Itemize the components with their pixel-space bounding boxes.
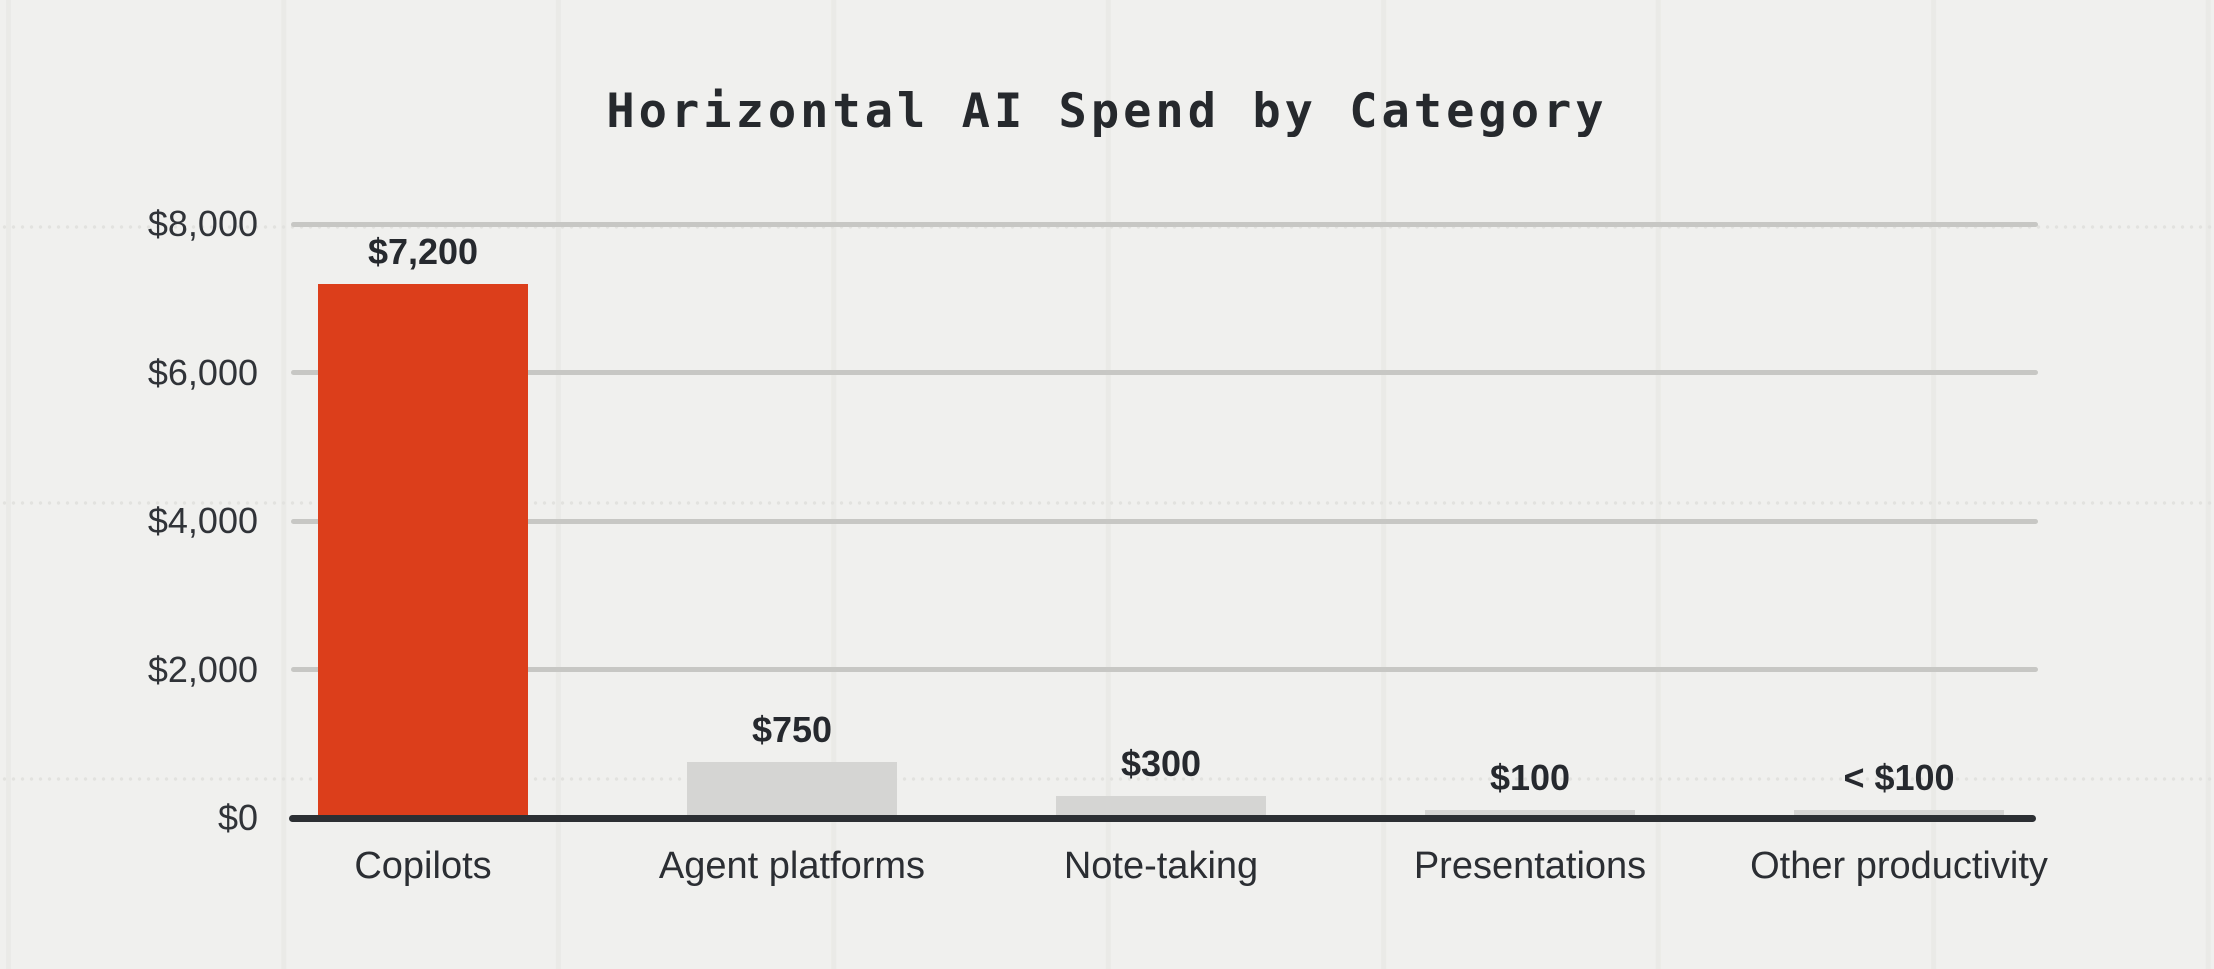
- gridline-6000: [291, 370, 2038, 376]
- gridline-4000: [291, 518, 2038, 524]
- y-tick-label-0: $0: [217, 797, 258, 838]
- y-tick-label-4000: $4,000: [147, 500, 258, 542]
- category-label-presentations: Presentations: [1413, 845, 1647, 887]
- y-tick-label-8000: $8,000: [147, 203, 258, 245]
- y-tick-label-6000: $6,000: [147, 351, 258, 393]
- chart-title: Horizontal AI Spend by Category: [606, 84, 1608, 139]
- bar-value-label-note-taking: $300: [1120, 742, 1202, 784]
- bar-agent-platforms[interactable]: [687, 762, 897, 820]
- bar-copilots[interactable]: [318, 283, 528, 820]
- category-label-note-taking: Note-taking: [1063, 845, 1259, 887]
- category-label-other-productivity: Other productivity: [1750, 845, 2048, 887]
- bar-value-label-other-productivity: < $100: [1843, 757, 1955, 798]
- x-axis-line: [289, 814, 2036, 822]
- bar-value-label-presentations: $100: [1489, 757, 1571, 798]
- bar-value-label-agent-platforms: $750: [751, 709, 833, 751]
- bar-value-label-copilots: $7,200: [367, 230, 479, 272]
- gridline-8000: [291, 221, 2038, 227]
- y-tick-label-2000: $2,000: [147, 648, 258, 690]
- category-label-agent-platforms: Agent platforms: [658, 845, 926, 887]
- category-label-copilots: Copilots: [354, 845, 492, 887]
- gridline-2000: [291, 667, 2038, 673]
